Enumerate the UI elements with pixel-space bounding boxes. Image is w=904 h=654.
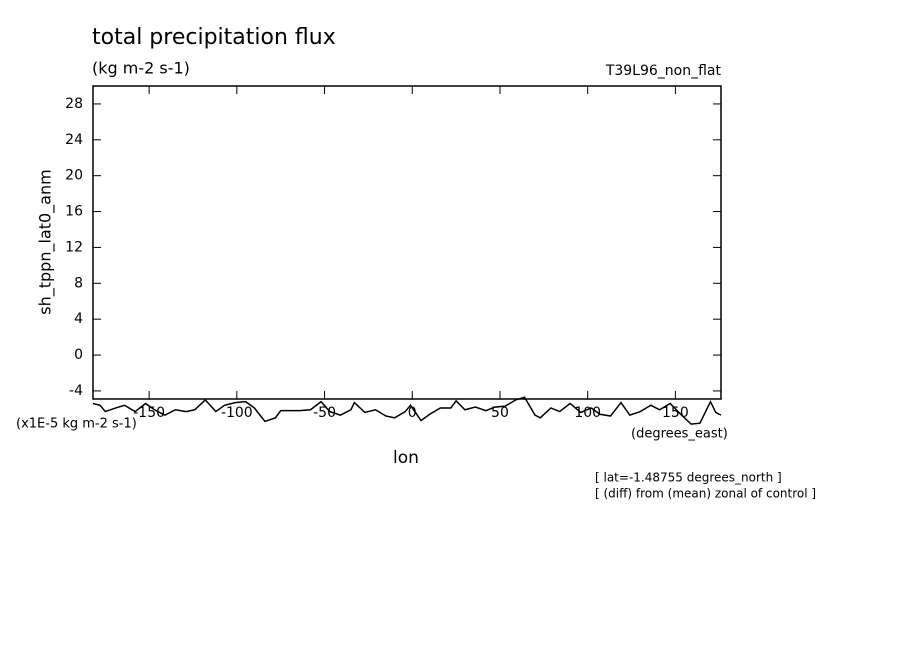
- y-tick-label: 24: [65, 132, 83, 148]
- y-tick-label: 28: [65, 96, 83, 112]
- dataset-label: T39L96_non_flat: [605, 63, 722, 79]
- x-tick-label: -100: [221, 405, 253, 421]
- y-tick-label: 4: [74, 311, 83, 327]
- data-line: [92, 396, 722, 425]
- y-tick-label: 12: [65, 239, 83, 255]
- x-tick-label: 0: [408, 405, 417, 421]
- x-units: (degrees_east): [631, 427, 728, 442]
- annotation: [ (diff) from (mean) zonal of control ]: [595, 487, 816, 501]
- x-axis-label: lon: [393, 448, 419, 468]
- plot-frame: [92, 85, 722, 400]
- x-tick-label: 100: [574, 405, 601, 421]
- y-tick-label: 0: [74, 347, 83, 363]
- chart-subtitle: (kg m-2 s-1): [92, 59, 190, 78]
- x-tick-label: -150: [133, 405, 165, 421]
- annotation: [ lat=-1.48755 degrees_north ]: [595, 471, 782, 485]
- y-units: (x1E-5 kg m-2 s-1): [16, 417, 137, 432]
- x-tick-label: -50: [313, 405, 336, 421]
- y-tick-label: 20: [65, 168, 83, 184]
- x-tick-label: 150: [662, 405, 689, 421]
- y-tick-label: 8: [74, 275, 83, 291]
- y-tick-label: 16: [65, 204, 83, 220]
- chart-title: total precipitation flux: [92, 25, 336, 50]
- y-axis-label: sh_tppn_lat0_anm: [36, 169, 56, 314]
- y-tick-label: -4: [69, 383, 83, 399]
- x-tick-label: 50: [491, 405, 509, 421]
